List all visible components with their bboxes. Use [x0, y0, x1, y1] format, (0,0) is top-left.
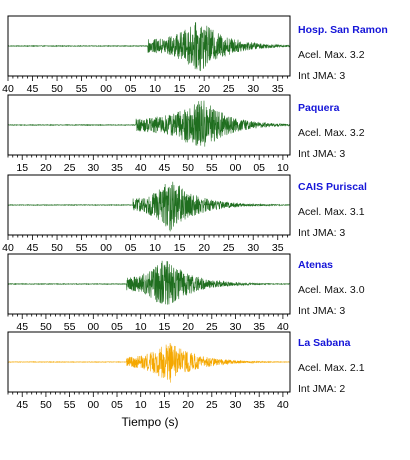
tick-label: 00 — [100, 83, 112, 95]
tick-label: 15 — [16, 162, 28, 174]
panel-2: 40 45 50 55 00 05 10 15 20 25 30 35 — [2, 174, 291, 254]
tick-label: 30 — [230, 321, 242, 333]
station-name: Paquera — [298, 102, 340, 114]
tick-label: 00 — [100, 242, 112, 254]
tick-label: 10 — [277, 162, 289, 174]
tick-label: 30 — [247, 242, 259, 254]
tick-label: 15 — [159, 321, 171, 333]
jma-intensity-label: Int JMA: 3 — [298, 305, 346, 317]
station-info-4: La Sabana Acel. Max. 2.1 Int JMA: 2 — [298, 337, 408, 395]
panel-0: 40 45 50 55 00 05 10 15 20 25 30 35 — [2, 15, 291, 95]
tick-label: 25 — [223, 83, 235, 95]
tick-label: 00 — [230, 162, 242, 174]
tick-label: 10 — [135, 399, 147, 411]
jma-intensity-label: Int JMA: 3 — [298, 70, 346, 82]
tick-label: 50 — [182, 162, 194, 174]
max-acceleration-label: Acel. Max. 3.2 — [298, 49, 365, 61]
tick-label: 55 — [206, 162, 218, 174]
tick-label: 35 — [111, 162, 123, 174]
jma-intensity-label: Int JMA: 3 — [298, 227, 346, 239]
station-info-1: Paquera Acel. Max. 3.2 Int JMA: 3 — [298, 102, 408, 160]
tick-label: 45 — [16, 399, 28, 411]
tick-label: 05 — [125, 83, 137, 95]
tick-label: 00 — [87, 321, 99, 333]
x-axis-label: Tiempo (s) — [121, 415, 179, 429]
tick-label: 25 — [64, 162, 76, 174]
waveform-trace — [7, 342, 291, 383]
panel-frame — [7, 253, 291, 315]
tick-label: 40 — [2, 242, 14, 254]
tick-label: 15 — [174, 242, 186, 254]
panel-1: 15 20 25 30 35 40 45 50 55 00 05 10 — [7, 94, 291, 174]
max-acceleration-label: Acel. Max. 3.1 — [298, 206, 365, 218]
tick-label: 35 — [272, 83, 284, 95]
tick-label: 30 — [87, 162, 99, 174]
max-acceleration-label: Acel. Max. 3.2 — [298, 127, 365, 139]
tick-label: 50 — [40, 321, 52, 333]
tick-label: 05 — [111, 399, 123, 411]
tick-label: 15 — [174, 83, 186, 95]
station-info-3: Atenas Acel. Max. 3.0 Int JMA: 3 — [298, 259, 408, 317]
tick-label: 40 — [277, 321, 289, 333]
tick-label: 20 — [182, 321, 194, 333]
station-name: Atenas — [298, 259, 334, 271]
station-name: Hosp. San Ramon — [298, 24, 388, 36]
tick-label: 35 — [272, 242, 284, 254]
tick-label: 10 — [135, 321, 147, 333]
max-acceleration-label: Acel. Max. 2.1 — [298, 362, 365, 374]
tick-label: 25 — [206, 321, 218, 333]
tick-label: 05 — [125, 242, 137, 254]
tick-label: 10 — [149, 83, 161, 95]
panel-frame — [7, 174, 291, 236]
max-acceleration-label: Acel. Max. 3.0 — [298, 284, 365, 296]
tick-label: 55 — [76, 242, 88, 254]
tick-label: 45 — [159, 162, 171, 174]
tick-label: 35 — [253, 321, 265, 333]
tick-label: 55 — [76, 83, 88, 95]
tick-label: 10 — [149, 242, 161, 254]
tick-label: 00 — [87, 399, 99, 411]
tick-label: 20 — [40, 162, 52, 174]
tick-label: 55 — [64, 399, 76, 411]
panel-3: 45 50 55 00 05 10 15 20 25 30 35 40 — [7, 253, 291, 333]
tick-label: 20 — [198, 242, 210, 254]
tick-label: 20 — [182, 399, 194, 411]
waveform-trace — [7, 260, 291, 305]
tick-label: 50 — [51, 242, 63, 254]
jma-intensity-label: Int JMA: 3 — [298, 148, 346, 160]
station-name: La Sabana — [298, 337, 351, 349]
panel-frame — [7, 15, 291, 77]
tick-label: 40 — [135, 162, 147, 174]
tick-label: 45 — [27, 83, 39, 95]
panel-4: 45 50 55 00 05 10 15 20 25 30 35 40 — [7, 331, 291, 411]
tick-label: 45 — [27, 242, 39, 254]
tick-label: 55 — [64, 321, 76, 333]
station-info-2: CAIS Puriscal Acel. Max. 3.1 Int JMA: 3 — [298, 181, 408, 239]
station-info-0: Hosp. San Ramon Acel. Max. 3.2 Int JMA: … — [298, 24, 408, 82]
waveform-trace — [7, 100, 291, 147]
tick-label: 05 — [253, 162, 265, 174]
tick-label: 45 — [16, 321, 28, 333]
tick-label: 25 — [206, 399, 218, 411]
jma-intensity-label: Int JMA: 2 — [298, 383, 346, 395]
waveform-trace — [7, 22, 291, 72]
station-name: CAIS Puriscal — [298, 181, 367, 193]
tick-label: 30 — [247, 83, 259, 95]
tick-label: 50 — [40, 399, 52, 411]
tick-label: 40 — [277, 399, 289, 411]
tick-label: 25 — [223, 242, 235, 254]
panel-frame — [7, 94, 291, 156]
tick-label: 30 — [230, 399, 242, 411]
waveform-trace — [7, 181, 291, 232]
tick-label: 05 — [111, 321, 123, 333]
tick-label: 40 — [2, 83, 14, 95]
tick-label: 20 — [198, 83, 210, 95]
tick-label: 35 — [253, 399, 265, 411]
tick-label: 50 — [51, 83, 63, 95]
panel-frame — [7, 331, 291, 393]
tick-label: 15 — [159, 399, 171, 411]
